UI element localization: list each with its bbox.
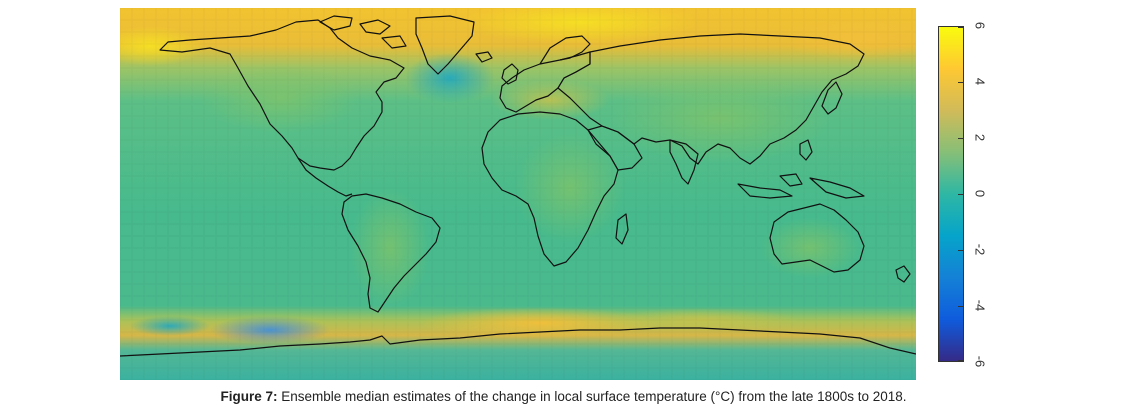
- coast-antarctica: [120, 327, 916, 357]
- colorbar-tick: [958, 82, 964, 83]
- coast-new-zealand: [895, 265, 911, 283]
- colorbar-tick-label: 0: [972, 189, 988, 198]
- temperature-map: [120, 8, 916, 380]
- coast-madagascar: [615, 213, 629, 245]
- coast-south-america: [341, 193, 441, 313]
- figure-label: Figure 7:: [220, 389, 278, 404]
- coast-scandinavia: [539, 35, 591, 65]
- figure-caption: Figure 7: Ensemble median estimates of t…: [0, 389, 1127, 404]
- coast-indonesia: [737, 173, 865, 199]
- coast-iceland: [475, 51, 493, 63]
- colorbar-tick-label: -4: [972, 299, 988, 312]
- coastlines: [120, 15, 916, 357]
- coast-british-isles: [501, 63, 519, 85]
- coast-arctic-islands: [319, 15, 407, 49]
- coast-philippines: [799, 139, 813, 161]
- figure-text: Ensemble median estimates of the change …: [277, 389, 907, 404]
- coast-central-america: [297, 157, 353, 197]
- colorbar-tick: [958, 306, 964, 307]
- colorbar-tick-label: 6: [972, 21, 988, 30]
- coast-japan: [821, 81, 843, 115]
- map-svg: [120, 8, 916, 380]
- coast-india: [669, 139, 699, 185]
- colorbar-tick: [958, 250, 964, 251]
- coast-africa: [481, 111, 619, 267]
- colorbar-tick-label: -2: [972, 243, 988, 256]
- colorbar-tick: [958, 360, 964, 361]
- colorbar-tick-label: 4: [972, 77, 988, 86]
- colorbar-tick: [958, 138, 964, 139]
- colorbar-tick: [958, 27, 964, 28]
- coast-australia: [769, 203, 865, 273]
- coast-asia: [557, 33, 865, 165]
- colorbar-tick-label: 2: [972, 133, 988, 142]
- coast-greenland: [415, 15, 475, 75]
- grid-cells: [120, 8, 916, 380]
- coast-north-america: [159, 19, 405, 171]
- colorbar-tick-label: -6: [972, 355, 988, 368]
- colorbar-tick: [958, 194, 964, 195]
